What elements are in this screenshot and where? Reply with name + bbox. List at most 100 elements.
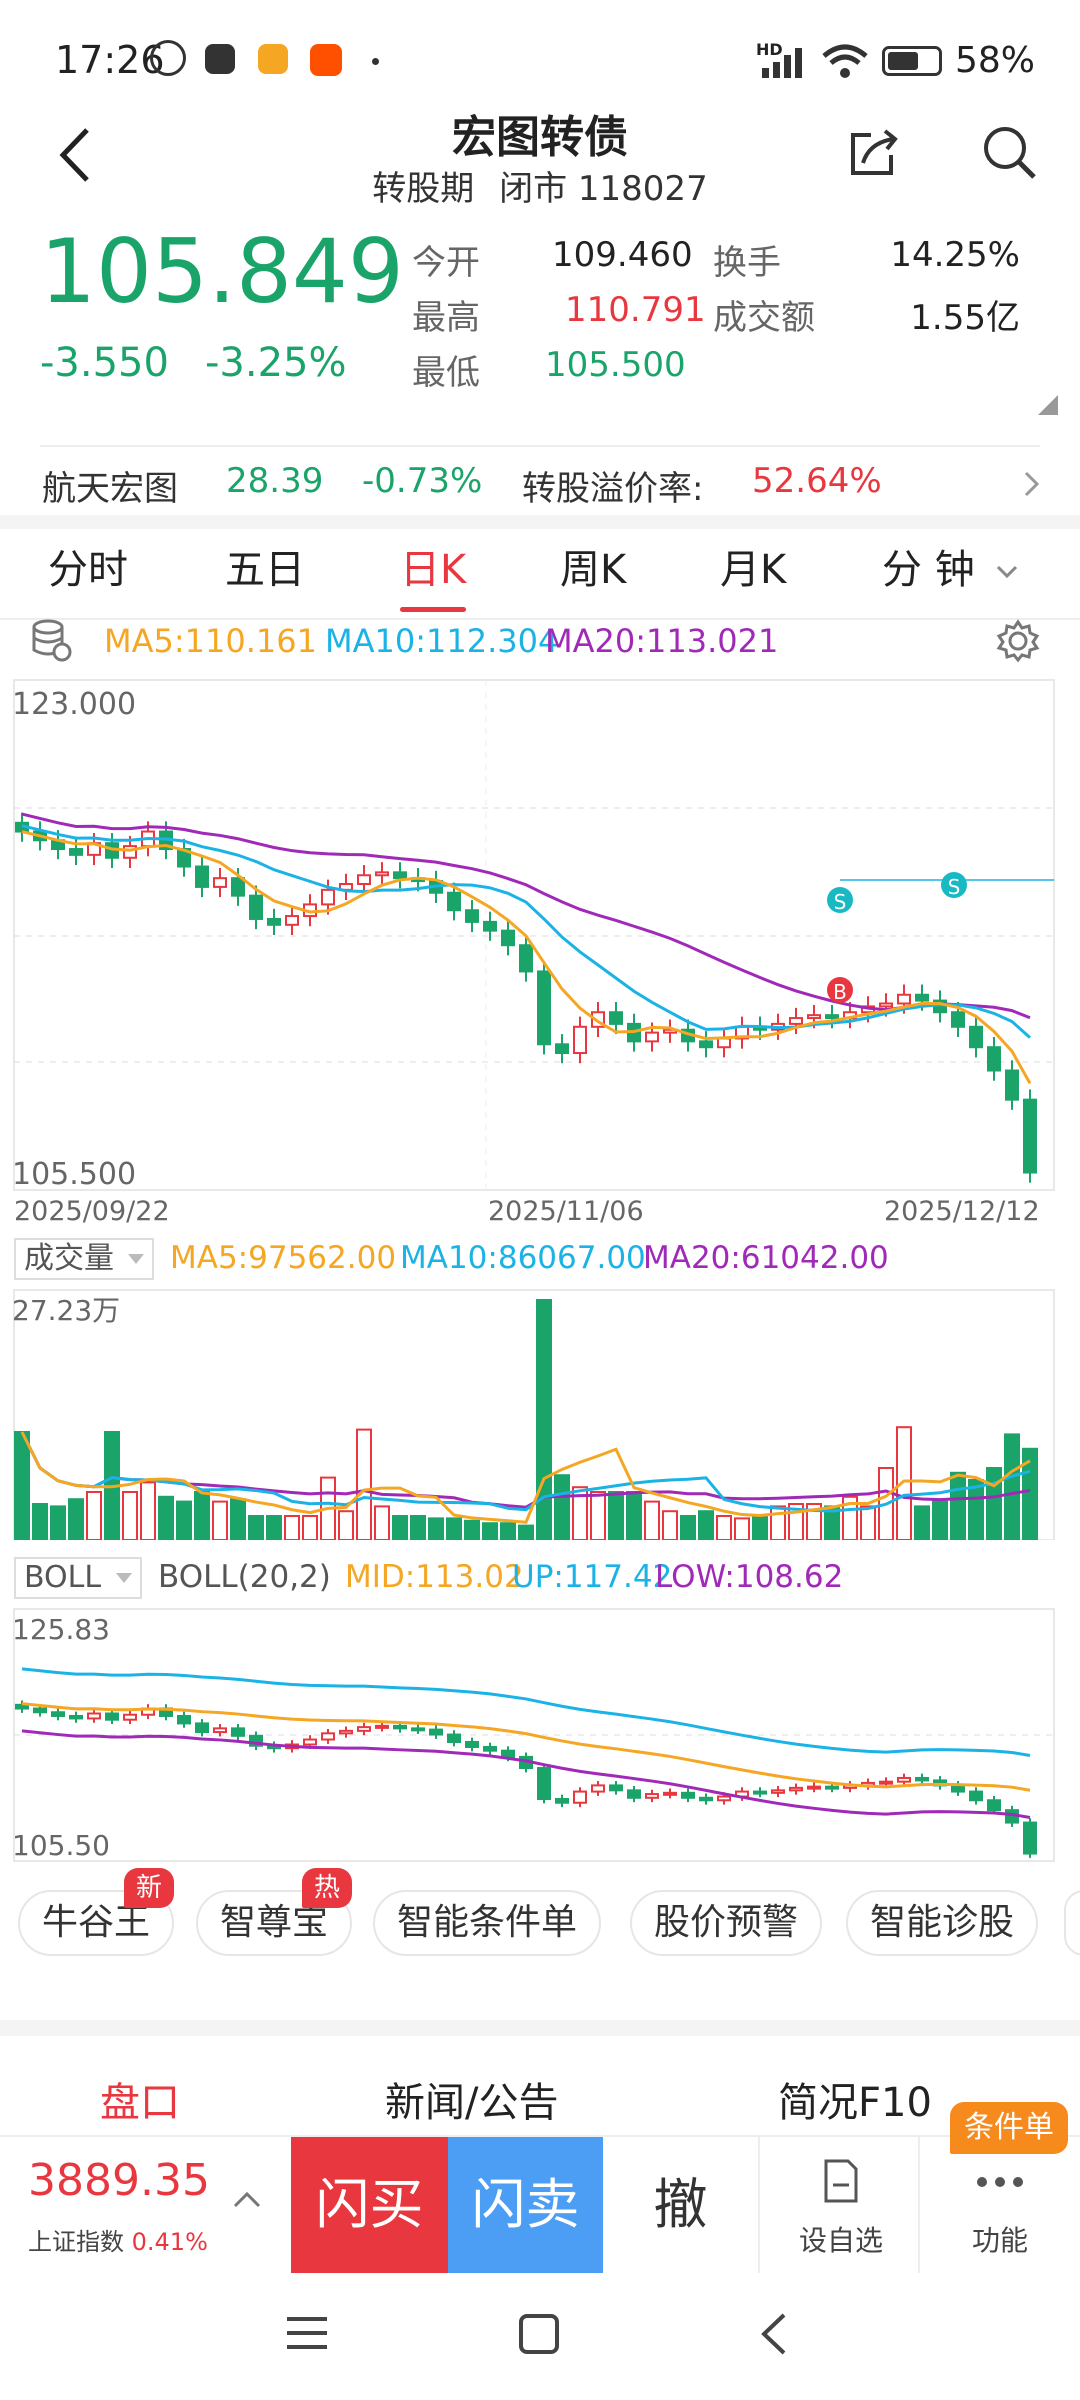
flash-sell-button[interactable]: 闪卖 <box>448 2137 603 2273</box>
underlying-change: -0.73% <box>362 461 483 501</box>
hot-badge: 热 <box>302 1868 353 1908</box>
chevron-down-icon[interactable] <box>995 562 1019 582</box>
volume-ma5-line <box>20 1431 1031 1524</box>
tab-five-day[interactable]: 五日 <box>225 547 305 593</box>
ma10-legend: MA10:112.304 <box>325 622 559 660</box>
more-notifications-icon <box>372 58 379 65</box>
price-change-pct: -3.25% <box>205 340 347 386</box>
sell-marker-label: S <box>834 890 847 914</box>
boll-low: LOW:108.62 <box>655 1559 844 1595</box>
boll-mid-line <box>21 1702 1031 1792</box>
tab-daily-k[interactable]: 日K <box>400 530 467 618</box>
sell-marker-2: S <box>941 872 967 899</box>
boll-y-min: 105.50 <box>12 1829 110 1862</box>
y-axis-max: 123.000 <box>12 687 136 722</box>
kline-chart[interactable]: S B S 123.000 105.500 2025/09/22 2025/11… <box>0 678 1080 1228</box>
more-functions-label: 功能 <box>971 2224 1028 2257</box>
chevron-up-icon[interactable] <box>232 2189 262 2209</box>
expand-corner-icon[interactable] <box>1038 395 1060 417</box>
status-time: 17:26 <box>55 38 165 82</box>
flash-buy-button[interactable]: 闪买 <box>291 2137 448 2273</box>
boll-mid: MID:113.02 <box>345 1559 524 1595</box>
boll-low-line <box>21 1729 1031 1819</box>
market-state: 闭市 <box>499 169 568 209</box>
ma20-line <box>21 812 1031 1020</box>
x-date-mid: 2025/11/06 <box>488 1196 644 1227</box>
menu-icon[interactable] <box>285 2313 329 2353</box>
share-icon[interactable] <box>845 125 901 181</box>
volume-chart[interactable]: 27.23万 <box>0 1288 1080 1540</box>
amount-value: 1.55亿 <box>910 298 1020 338</box>
add-watchlist-label: 设自选 <box>798 2224 883 2257</box>
wifi-icon <box>822 44 868 78</box>
condition-order-badge[interactable]: 条件单 <box>950 2102 1068 2154</box>
tab-order-book[interactable]: 盘口 <box>100 2080 180 2126</box>
tool-niuguwang[interactable]: 牛谷王 <box>18 1890 175 1956</box>
back-icon[interactable] <box>55 125 95 185</box>
tab-weekly-k[interactable]: 周K <box>560 547 627 593</box>
ma5-line <box>21 830 1032 1085</box>
header: 宏图转债 转股期 闭市 118027 <box>0 95 1080 215</box>
search-icon[interactable] <box>980 123 1040 183</box>
volume-indicator-select[interactable]: 成交量 <box>14 1238 154 1280</box>
buy-marker-label: B <box>833 980 847 1004</box>
more-functions-button[interactable]: 功能 <box>920 2137 1080 2273</box>
tool-more-clipped[interactable] <box>1064 1890 1080 1956</box>
settings-gear-icon[interactable] <box>995 618 1041 664</box>
cancel-order-button[interactable]: 撤 <box>603 2137 760 2273</box>
low-value: 105.500 <box>545 345 686 385</box>
y-axis-min: 105.500 <box>12 1157 136 1192</box>
home-icon[interactable] <box>518 2313 560 2355</box>
vol-ma5-legend: MA5:97562.00 <box>170 1240 397 1276</box>
boll-indicator-select[interactable]: BOLL <box>14 1557 142 1599</box>
sell-marker-1: S <box>827 887 853 914</box>
tab-intraday[interactable]: 分时 <box>48 547 128 593</box>
app-notification-icon <box>258 44 288 74</box>
network-type: HD <box>756 40 783 59</box>
last-price: 105.849 <box>40 220 404 323</box>
index-value[interactable]: 3889.35 <box>28 2155 210 2206</box>
period-tabs: 分时 五日 日K 周K 月K 分 钟 <box>0 530 1080 620</box>
status-bar: 17:26 HD 58% <box>0 0 1080 110</box>
underlying-row[interactable]: 航天宏图 28.39 -0.73% 转股溢价率: 52.64% <box>40 445 1040 515</box>
boll-params: BOLL(20,2) <box>158 1559 331 1595</box>
tool-label: 智能诊股 <box>870 1902 1015 1943</box>
price-change: -3.550 <box>40 340 169 386</box>
open-label: 今开 <box>412 243 480 283</box>
turnover-value: 14.25% <box>890 235 1020 275</box>
add-watchlist-button[interactable]: 设自选 <box>762 2137 920 2273</box>
premium-value: 52.64% <box>752 461 882 501</box>
premium-label: 转股溢价率: <box>522 469 704 509</box>
bond-code: 118027 <box>577 169 708 209</box>
database-icon[interactable] <box>30 618 72 662</box>
tool-label: 智尊宝 <box>220 1902 329 1943</box>
tab-monthly-k[interactable]: 月K <box>720 547 787 593</box>
tool-smart-diagnosis[interactable]: 智能诊股 <box>846 1890 1039 1956</box>
back-nav-icon[interactable] <box>758 2311 788 2357</box>
taobao-icon <box>310 44 342 76</box>
tool-zhizunbao[interactable]: 智尊宝 <box>196 1890 353 1956</box>
high-label: 最高 <box>412 298 480 338</box>
battery-percent: 58% <box>955 40 1036 81</box>
tab-minute[interactable]: 分 钟 <box>882 547 975 593</box>
tab-f10[interactable]: 简况F10 <box>778 2080 932 2126</box>
boll-up-line <box>21 1667 1031 1757</box>
tool-price-alert[interactable]: 股价预警 <box>630 1890 823 1956</box>
x-date-end: 2025/12/12 <box>884 1196 1040 1227</box>
index-name-row: 上证指数 0.41% <box>28 2222 208 2257</box>
chevron-right-icon <box>1024 471 1040 497</box>
quote-panel: 105.849 -3.550 -3.25% 今开 109.460 最高 110.… <box>0 215 1080 425</box>
tab-news[interactable]: 新闻/公告 <box>385 2080 559 2126</box>
ma20-legend: MA20:113.021 <box>545 622 779 660</box>
open-value: 109.460 <box>552 235 693 275</box>
boll-indicator-label: BOLL <box>24 1560 102 1595</box>
volume-indicator-label: 成交量 <box>24 1241 114 1276</box>
content-tabs: 盘口 新闻/公告 简况F10 <box>0 2020 1080 2140</box>
amount-label: 成交额 <box>713 298 815 338</box>
boll-y-max: 125.83 <box>12 1613 110 1646</box>
battery-icon <box>882 46 942 76</box>
underlying-name: 航天宏图 <box>42 469 178 509</box>
boll-chart[interactable]: 125.83 105.50 <box>0 1607 1080 1865</box>
more-dots-icon <box>977 2177 1023 2187</box>
tool-smart-condition-order[interactable]: 智能条件单 <box>373 1890 602 1956</box>
